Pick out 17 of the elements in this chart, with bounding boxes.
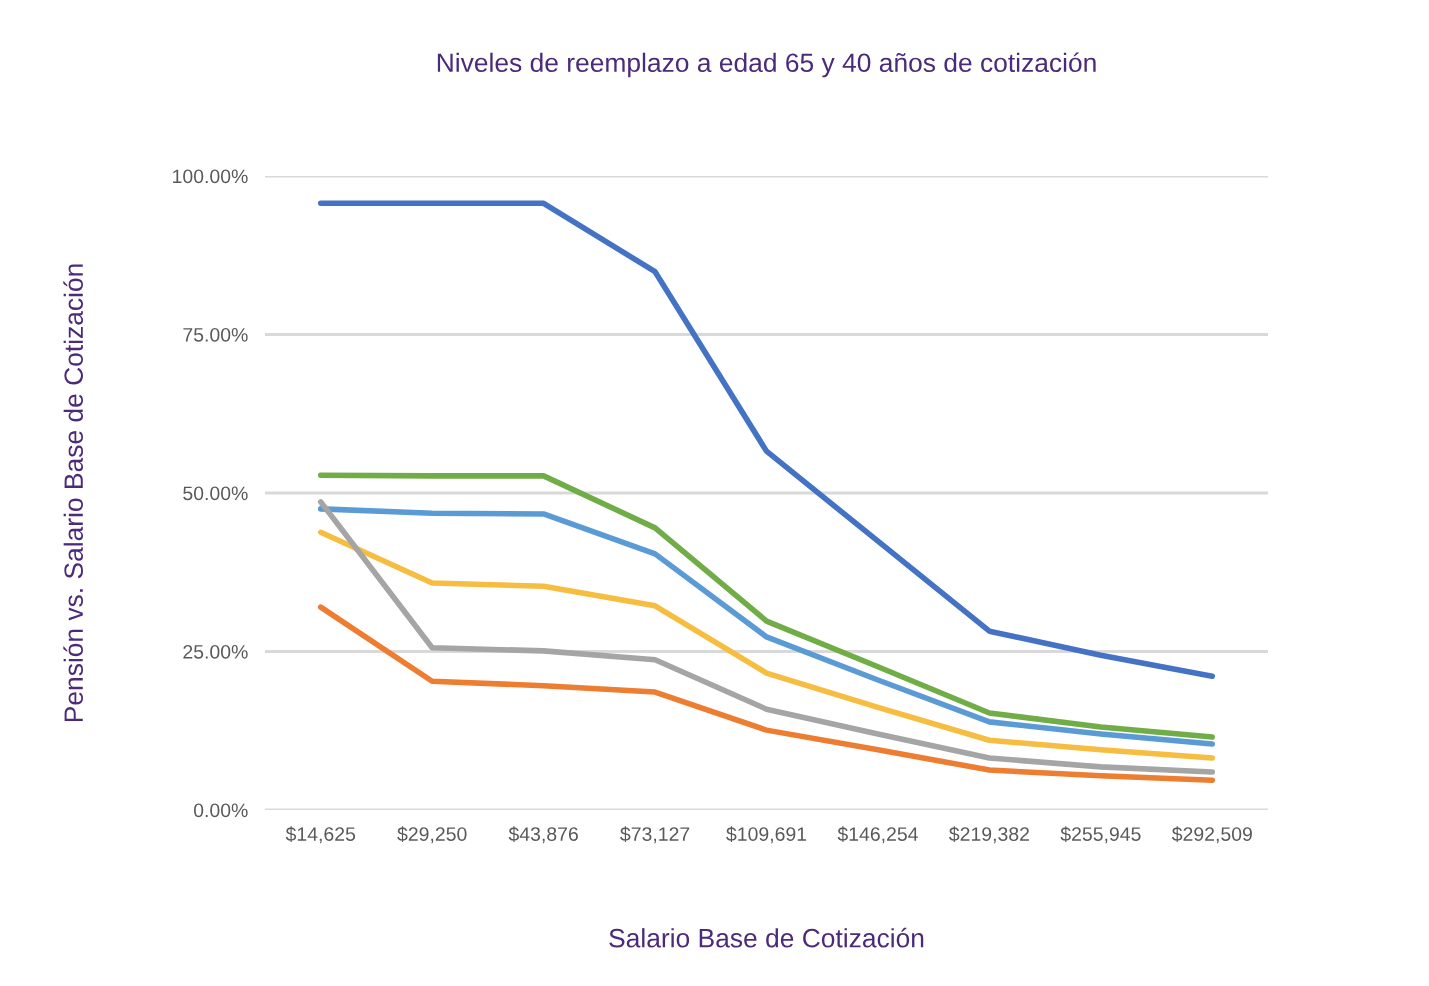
- y-tick-label: 50.00%: [183, 486, 248, 501]
- y-tick-label: 0.00%: [193, 803, 248, 818]
- x-tick-label: $43,876: [508, 826, 578, 844]
- x-tick-label: $14,625: [285, 826, 356, 844]
- x-tick-label: $73,127: [620, 826, 690, 844]
- x-tick-label: $29,250: [397, 826, 467, 844]
- x-tick-label: $292,509: [1171, 826, 1252, 844]
- x-tick-label: $219,382: [949, 826, 1029, 844]
- x-tick-label: $255,945: [1060, 826, 1141, 844]
- y-axis-title: Pensión vs. Salario Base de Cotización: [63, 264, 84, 722]
- y-tick-label: 75.00%: [183, 327, 248, 342]
- y-tick-label: 100.00%: [173, 169, 248, 184]
- x-axis-title: Salario Base de Cotización: [609, 927, 924, 948]
- y-tick-label: 25.00%: [183, 644, 248, 659]
- chart-title: Niveles de reemplazo a edad 65 y 40 años de cotización: [437, 52, 1096, 78]
- x-tick-label: $146,254: [837, 826, 918, 844]
- x-tick-label: $109,691: [726, 826, 807, 844]
